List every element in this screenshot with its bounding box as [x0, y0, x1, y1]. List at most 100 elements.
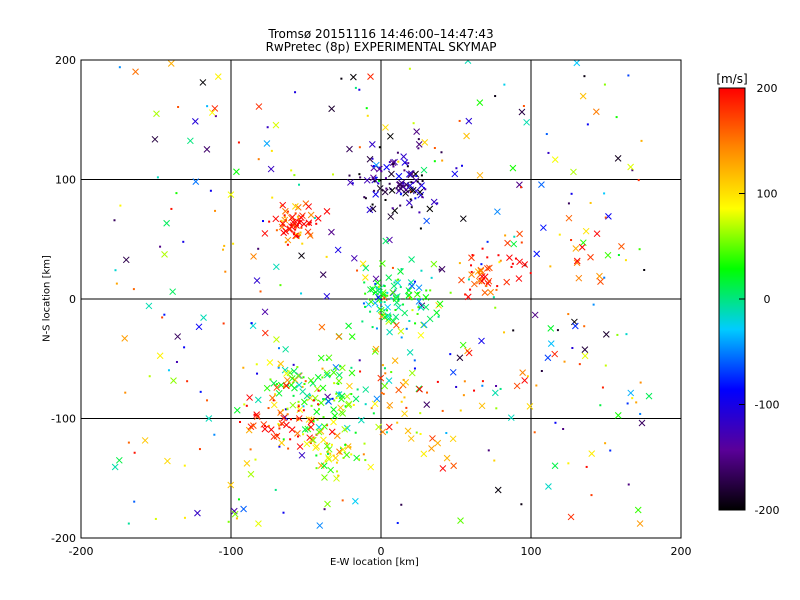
data-point-dot [287, 210, 290, 213]
data-point-dot [411, 309, 414, 312]
data-point-dot [256, 372, 259, 375]
data-point-dot [274, 393, 277, 396]
data-point-dot [383, 367, 386, 370]
data-point-dot [127, 522, 130, 525]
data-point-dot [249, 448, 252, 451]
data-point-cross [408, 170, 415, 178]
data-point-dot [399, 193, 402, 196]
data-point-cross [376, 295, 383, 303]
data-point-cross [350, 254, 358, 262]
data-point-cross [314, 374, 322, 381]
data-point-cross [156, 352, 164, 360]
data-point-dot [402, 182, 405, 185]
data-point-dot [115, 282, 118, 285]
data-point-dot [170, 207, 173, 210]
data-point-dot [520, 241, 523, 244]
data-point-dot [270, 149, 273, 152]
data-point-dot [375, 286, 378, 289]
data-point-cross [283, 370, 290, 377]
data-point-dot [237, 141, 240, 144]
data-point-dot [421, 180, 424, 183]
data-point-dot [420, 174, 423, 177]
data-point-cross [279, 201, 287, 209]
data-point-dot [378, 166, 381, 169]
data-point-cross [169, 288, 177, 296]
data-point-cross [132, 68, 139, 76]
data-point-dot [148, 375, 151, 378]
data-point-dot [321, 376, 324, 379]
data-point-cross [195, 323, 203, 331]
data-point-cross [413, 290, 421, 298]
x-axis-label: E-W location [km] [330, 557, 419, 568]
data-point-cross [320, 462, 328, 470]
data-point-dot [603, 276, 606, 279]
data-point-dot [286, 413, 289, 416]
data-point-cross [465, 349, 473, 357]
data-point-dot [470, 270, 473, 273]
data-point-dot [414, 322, 417, 325]
data-point-dot [250, 322, 253, 325]
data-point-dot [460, 164, 463, 167]
data-point-dot [393, 281, 396, 284]
data-point-dot [494, 95, 497, 98]
data-point-dot [163, 313, 166, 316]
data-point-dot [339, 447, 342, 450]
data-point-dot [371, 203, 374, 206]
data-point-cross [506, 254, 513, 262]
data-point-dot [375, 327, 378, 330]
data-point-cross [544, 354, 552, 362]
data-point-dot [336, 470, 339, 473]
data-point-cross [361, 274, 369, 281]
data-point-cross [436, 300, 444, 308]
data-point-cross [627, 389, 635, 397]
data-point-cross [145, 302, 153, 310]
data-point-cross [430, 260, 438, 268]
data-point-cross [263, 140, 271, 147]
data-point-cross [388, 170, 395, 178]
data-point-cross [288, 375, 296, 382]
data-point-cross [358, 416, 365, 424]
data-point-dot [486, 256, 489, 259]
data-point-cross [330, 406, 337, 413]
data-point-cross [509, 164, 517, 172]
data-point-cross [284, 236, 292, 244]
data-point-dot [533, 431, 536, 434]
data-point-cross [602, 330, 610, 338]
data-point-cross [478, 277, 486, 285]
data-point-dot [400, 268, 403, 271]
data-point-dot [495, 288, 498, 291]
data-point-cross [325, 455, 333, 463]
data-point-cross [573, 259, 581, 267]
chart-subtitle: RwPretec (8p) EXPERIMENTAL SKYMAP [265, 40, 497, 54]
data-point-dot [549, 265, 552, 268]
colorbar-tick-label: 200 [757, 82, 778, 95]
data-point-dot [296, 234, 299, 237]
data-point-cross [372, 191, 380, 198]
data-point-dot [455, 167, 458, 170]
data-point-cross [339, 446, 347, 453]
data-point-dot [268, 220, 271, 223]
data-point-cross [323, 292, 331, 300]
data-point-dot [379, 301, 382, 304]
data-point-dot [389, 314, 392, 317]
data-point-cross [526, 402, 534, 410]
data-point-cross [317, 427, 325, 435]
data-point-cross [551, 462, 559, 470]
data-point-dot [430, 276, 433, 279]
data-point-dot [198, 448, 201, 451]
data-point-cross [515, 275, 523, 282]
data-point-cross [335, 333, 343, 340]
data-point-dot [407, 162, 410, 165]
data-point-cross [385, 274, 393, 282]
data-point-cross [281, 216, 289, 224]
data-point-dot [514, 257, 517, 260]
data-point-dot [419, 432, 422, 435]
data-point-cross [261, 230, 269, 237]
data-point-dot [603, 192, 606, 195]
data-point-dot [503, 83, 506, 86]
data-point-cross [350, 73, 357, 81]
data-point-dot [640, 139, 643, 142]
data-point-dot [300, 292, 303, 295]
data-point-cross [307, 377, 315, 384]
data-point-cross [504, 239, 511, 247]
